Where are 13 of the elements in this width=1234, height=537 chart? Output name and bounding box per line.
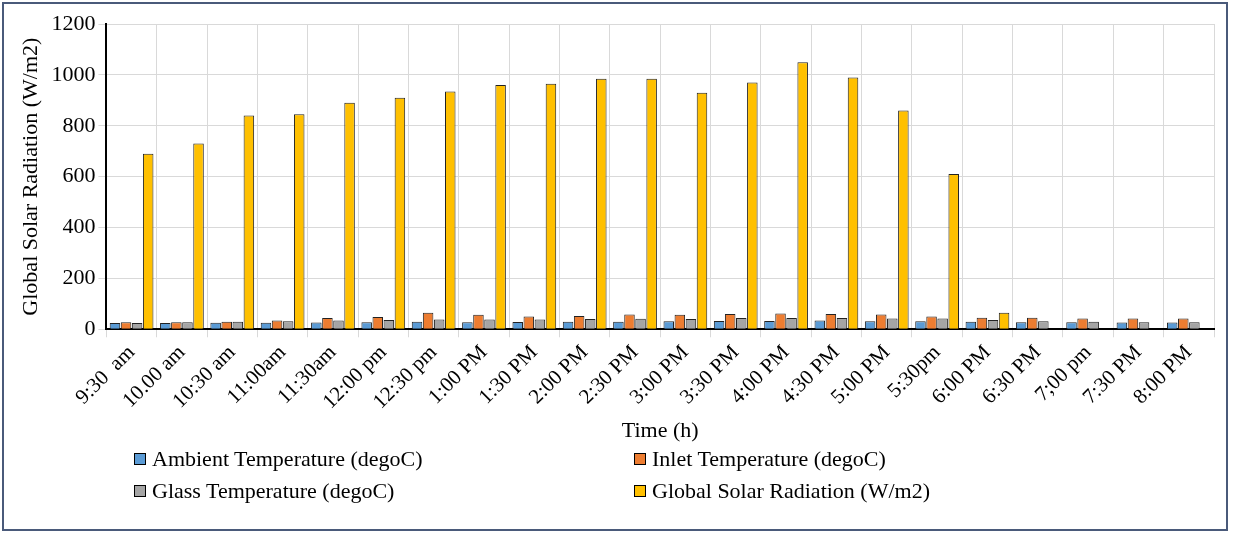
legend-label: Glass Temperature (degoC): [152, 478, 395, 504]
y-tick-label: 1200: [51, 9, 96, 35]
legend-label: Global Solar Radiation (W/m2): [652, 478, 930, 504]
y-tick-label: 1000: [51, 60, 96, 86]
legend-label: Inlet Temperature (degoC): [652, 446, 886, 472]
y-tick-label: 600: [62, 162, 96, 188]
y-tick-label: 400: [62, 213, 96, 239]
y-tick-label: 800: [62, 111, 96, 137]
y-axis-title: Global Solar Radiation (W/m2): [16, 37, 42, 316]
y-tick-label: 200: [62, 264, 96, 290]
x-axis-title: Time (h): [621, 416, 699, 442]
legend-label: Ambient Temperature (degoC): [152, 446, 423, 472]
y-tick-label: 0: [84, 315, 96, 341]
